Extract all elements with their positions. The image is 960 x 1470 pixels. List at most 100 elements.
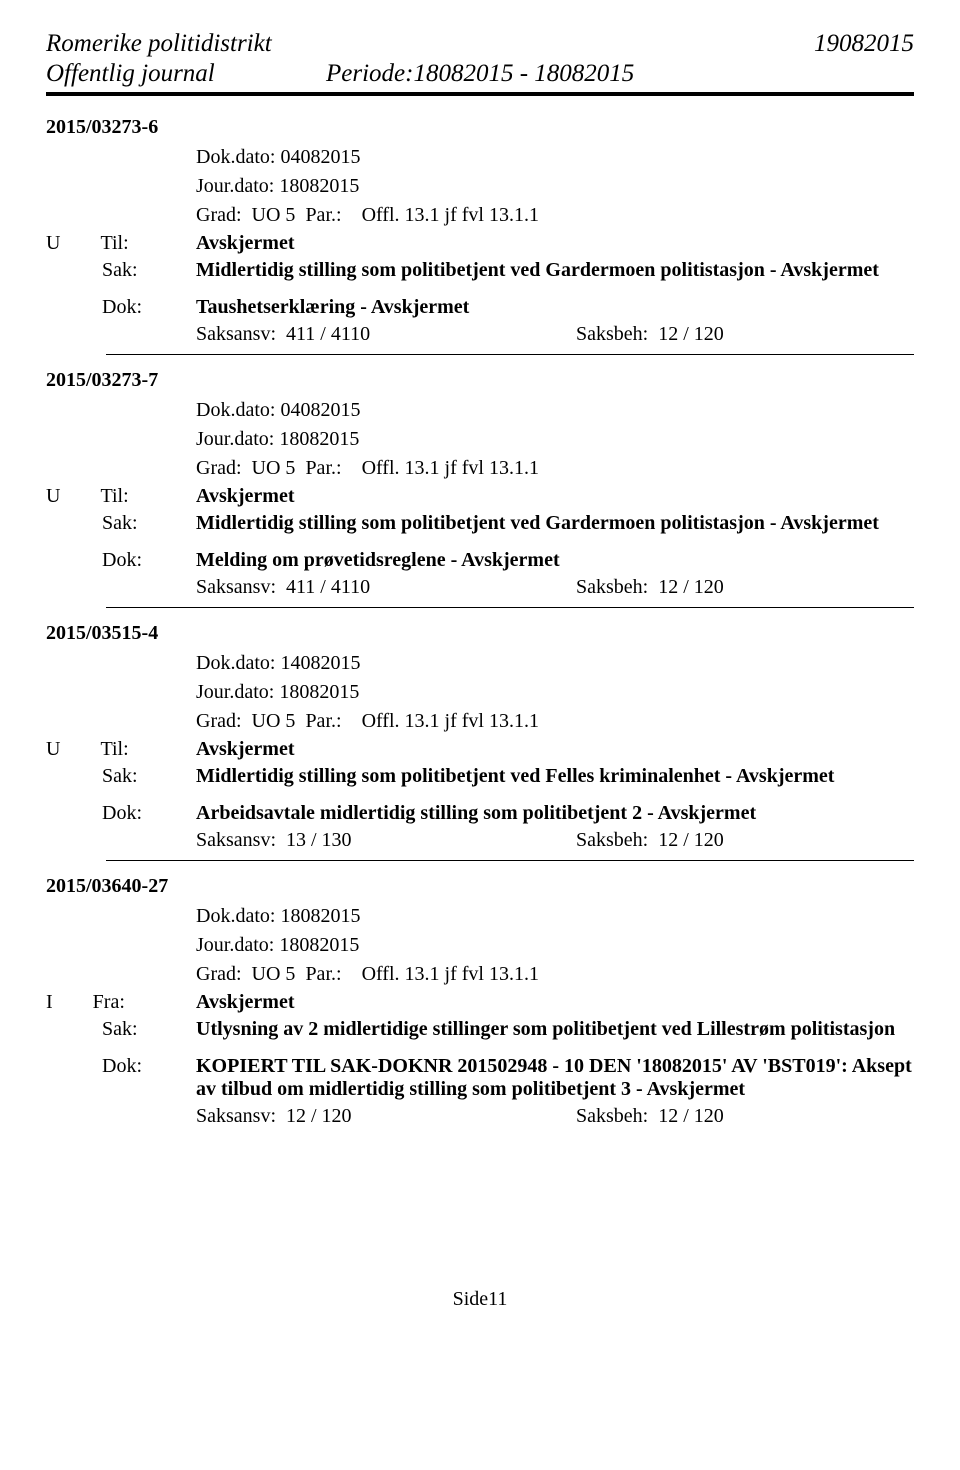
saks-row: Saksansv: 13 / 130 Saksbeh: 12 / 120 — [196, 829, 914, 852]
dok-dato-line: Dok.dato: 18082015 — [196, 904, 914, 929]
jour-dato-line: Jour.dato: 18082015 — [196, 680, 914, 705]
direction-code: U — [46, 485, 60, 507]
sak-value: Midlertidig stilling som politibetjent v… — [196, 259, 914, 282]
sak-row: Sak: Utlysning av 2 midlertidige stillin… — [46, 1018, 914, 1041]
grad-label: Grad: — [196, 963, 242, 985]
dok-dato-label: Dok.dato: — [196, 146, 275, 168]
entry-separator — [106, 860, 914, 861]
par-value: Offl. 13.1 jf fvl 13.1.1 — [362, 204, 539, 226]
saksansv-value: 411 / 4110 — [286, 323, 370, 345]
dok-value: KOPIERT TIL SAK-DOKNR 201502948 - 10 DEN… — [196, 1055, 914, 1101]
par-value: Offl. 13.1 jf fvl 13.1.1 — [362, 963, 539, 985]
saksansv-label: Saksansv: — [196, 1105, 276, 1127]
par-value: Offl. 13.1 jf fvl 13.1.1 — [362, 710, 539, 732]
direction-code-col: U Til: — [46, 738, 196, 761]
sak-value: Utlysning av 2 midlertidige stillinger s… — [196, 1018, 914, 1041]
sak-label: Sak: — [46, 1018, 196, 1041]
to-from-value: Avskjermet — [196, 232, 914, 255]
jour-dato-label: Jour.dato: — [196, 934, 274, 956]
sak-row: Sak: Midlertidig stilling som politibetj… — [46, 765, 914, 788]
header-title-left: Romerike politidistrikt — [46, 30, 272, 58]
header-rule — [46, 92, 914, 96]
jour-dato-value: 18082015 — [279, 175, 359, 197]
jour-dato-label: Jour.dato: — [196, 175, 274, 197]
jour-dato-line: Jour.dato: 18082015 — [196, 933, 914, 958]
sak-label: Sak: — [46, 259, 196, 282]
saksansv-value: 411 / 4110 — [286, 576, 370, 598]
direction-code: I — [46, 991, 53, 1013]
saksansv-value: 13 / 130 — [286, 829, 352, 851]
sak-label: Sak: — [46, 765, 196, 788]
grad-value: UO 5 — [252, 457, 296, 479]
direction-label: Fra: — [93, 991, 125, 1013]
dok-dato-line: Dok.dato: 14082015 — [196, 651, 914, 676]
jour-dato-label: Jour.dato: — [196, 428, 274, 450]
entries-container: 2015/03273-6 Dok.dato: 04082015 Jour.dat… — [46, 116, 914, 1128]
direction-code-col: U Til: — [46, 485, 196, 508]
grad-label: Grad: — [196, 710, 242, 732]
dok-value: Arbeidsavtale midlertidig stilling som p… — [196, 802, 914, 825]
saksansv-label: Saksansv: — [196, 576, 276, 598]
grad-value: UO 5 — [252, 963, 296, 985]
dok-value: Melding om prøvetidsreglene - Avskjermet — [196, 549, 914, 572]
direction-row: I Fra: Avskjermet — [46, 991, 914, 1014]
jour-dato-value: 18082015 — [279, 428, 359, 450]
saksbeh-label: Saksbeh: — [576, 576, 648, 598]
dok-label: Dok: — [46, 1055, 196, 1101]
entry-id: 2015/03273-6 — [46, 116, 914, 139]
par-label: Par.: — [305, 457, 341, 479]
grad-label: Grad: — [196, 457, 242, 479]
direction-label: Til: — [100, 232, 128, 254]
saksbeh-value: 12 / 120 — [658, 576, 724, 598]
saks-row: Saksansv: 411 / 4110 Saksbeh: 12 / 120 — [196, 576, 914, 599]
dok-dato-value: 04082015 — [280, 399, 360, 421]
dok-dato-value: 14082015 — [280, 652, 360, 674]
dok-dato-label: Dok.dato: — [196, 399, 275, 421]
saksansv: Saksansv: 13 / 130 — [196, 829, 576, 852]
dok-label: Dok: — [46, 802, 196, 825]
saksansv: Saksansv: 12 / 120 — [196, 1105, 576, 1128]
saksbeh-label: Saksbeh: — [576, 1105, 648, 1127]
direction-label: Til: — [100, 485, 128, 507]
saksansv: Saksansv: 411 / 4110 — [196, 576, 576, 599]
direction-code-col: U Til: — [46, 232, 196, 255]
journal-entry: 2015/03640-27 Dok.dato: 18082015 Jour.da… — [46, 875, 914, 1128]
saksbeh: Saksbeh: 12 / 120 — [576, 323, 724, 346]
direction-code: U — [46, 738, 60, 760]
grad-label: Grad: — [196, 204, 242, 226]
saksansv-label: Saksansv: — [196, 829, 276, 851]
entry-id: 2015/03515-4 — [46, 622, 914, 645]
direction-code: U — [46, 232, 60, 254]
saksansv-value: 12 / 120 — [286, 1105, 352, 1127]
to-from-value: Avskjermet — [196, 485, 914, 508]
sak-row: Sak: Midlertidig stilling som politibetj… — [46, 259, 914, 282]
grad-line: Grad: UO 5 Par.: Offl. 13.1 jf fvl 13.1.… — [196, 456, 914, 481]
subheader-row: Offentlig journal Periode:18082015 - 180… — [46, 60, 914, 88]
saks-row: Saksansv: 12 / 120 Saksbeh: 12 / 120 — [196, 1105, 914, 1128]
saksbeh-label: Saksbeh: — [576, 829, 648, 851]
saks-row: Saksansv: 411 / 4110 Saksbeh: 12 / 120 — [196, 323, 914, 346]
journal-entry: 2015/03273-6 Dok.dato: 04082015 Jour.dat… — [46, 116, 914, 355]
direction-row: U Til: Avskjermet — [46, 738, 914, 761]
saksansv: Saksansv: 411 / 4110 — [196, 323, 576, 346]
subheader-left: Offentlig journal — [46, 60, 326, 88]
dok-row: Dok: KOPIERT TIL SAK-DOKNR 201502948 - 1… — [46, 1055, 914, 1101]
dok-dato-label: Dok.dato: — [196, 905, 275, 927]
dok-dato-line: Dok.dato: 04082015 — [196, 398, 914, 423]
sak-row: Sak: Midlertidig stilling som politibetj… — [46, 512, 914, 535]
subheader-center: Periode:18082015 - 18082015 — [326, 60, 634, 88]
jour-dato-line: Jour.dato: 18082015 — [196, 427, 914, 452]
direction-label: Til: — [100, 738, 128, 760]
jour-dato-value: 18082015 — [279, 681, 359, 703]
journal-entry: 2015/03515-4 Dok.dato: 14082015 Jour.dat… — [46, 622, 914, 861]
dok-value: Taushetserklæring - Avskjermet — [196, 296, 914, 319]
direction-code-col: I Fra: — [46, 991, 196, 1014]
grad-line: Grad: UO 5 Par.: Offl. 13.1 jf fvl 13.1.… — [196, 709, 914, 734]
direction-row: U Til: Avskjermet — [46, 232, 914, 255]
par-value: Offl. 13.1 jf fvl 13.1.1 — [362, 457, 539, 479]
par-label: Par.: — [305, 710, 341, 732]
dok-dato-label: Dok.dato: — [196, 652, 275, 674]
entry-id: 2015/03273-7 — [46, 369, 914, 392]
dok-dato-value: 04082015 — [280, 146, 360, 168]
grad-line: Grad: UO 5 Par.: Offl. 13.1 jf fvl 13.1.… — [196, 203, 914, 228]
